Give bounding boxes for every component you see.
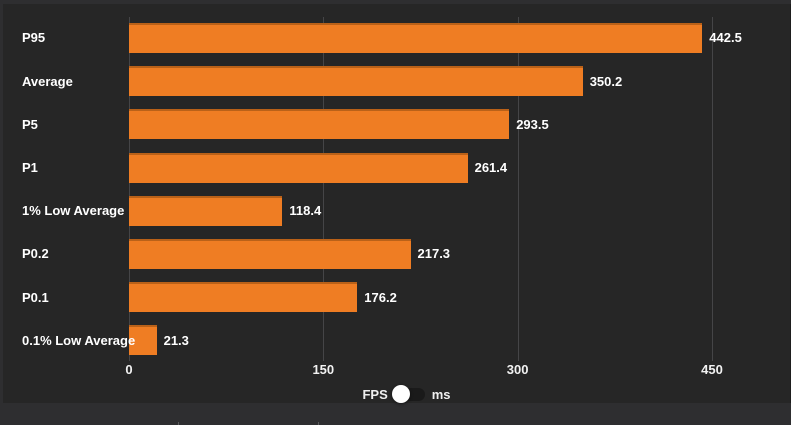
bar-value-label: 21.3 [163,332,189,348]
category-label: P0.1 [22,289,49,305]
y-axis-line [129,17,130,361]
category-label: 1% Low Average [22,203,125,219]
bar-value-label: 118.4 [289,203,322,219]
category-label: Average [22,73,73,89]
bar-row: P0.2 217.3 [3,232,790,275]
bar-row: P1 261.4 [3,146,790,189]
bar[interactable] [129,282,358,313]
bar[interactable] [129,238,411,269]
x-axis-tick-label: 0 [125,362,133,377]
bar-value-label: 261.4 [474,160,508,176]
plot-area: 0 150 300 450 P95 442.5 Average 350.2 P5 293.5 P1 2… [3,4,790,403]
gridline [712,17,713,361]
bar-value-label: 293.5 [516,116,549,132]
category-label: P1 [22,160,38,176]
category-label: 0.1% Low Average [22,332,136,348]
unit-toggle-row: FPS ms [13,383,791,405]
category-label: P5 [22,116,38,132]
bar-row: P95 442.5 [3,16,790,59]
bar[interactable] [129,109,510,140]
chart-panel: 0 150 300 450 P95 442.5 Average 350.2 P5 293.5 P1 2… [3,4,791,403]
bar[interactable] [129,152,468,183]
bar-row: 0.1% Low Average 21.3 [3,319,790,362]
bar[interactable] [129,195,283,226]
x-axis-tick-label: 300 [506,362,529,377]
bar-row: P0.1 176.2 [3,276,790,319]
bar-row: Average 350.2 [3,60,790,103]
bar-value-label: 442.5 [709,30,742,46]
toggle-knob-icon [391,385,410,403]
gridline [517,17,519,361]
bar-value-label: 217.3 [417,246,451,262]
bar[interactable] [129,66,583,97]
bar-row: P5 293.5 [3,103,790,146]
category-label: P95 [22,30,46,46]
bar[interactable] [129,325,157,356]
unit-toggle-switch[interactable] [391,385,425,403]
gridline [323,17,325,361]
partial-next-chart-tick [178,422,179,425]
category-label: P0.2 [22,246,49,262]
bar-value-label: 176.2 [364,289,397,305]
bar-row: 1% Low Average 118.4 [3,189,790,232]
fps-unit-label[interactable]: FPS [362,386,388,402]
bar[interactable] [129,22,703,53]
x-axis-tick-label: 150 [312,362,335,377]
bar-value-label: 350.2 [589,73,623,89]
partial-next-chart-tick [318,422,319,425]
ms-unit-label[interactable]: ms [431,386,451,402]
x-axis-tick-label: 450 [701,362,723,377]
next-chart-edge [0,403,791,425]
